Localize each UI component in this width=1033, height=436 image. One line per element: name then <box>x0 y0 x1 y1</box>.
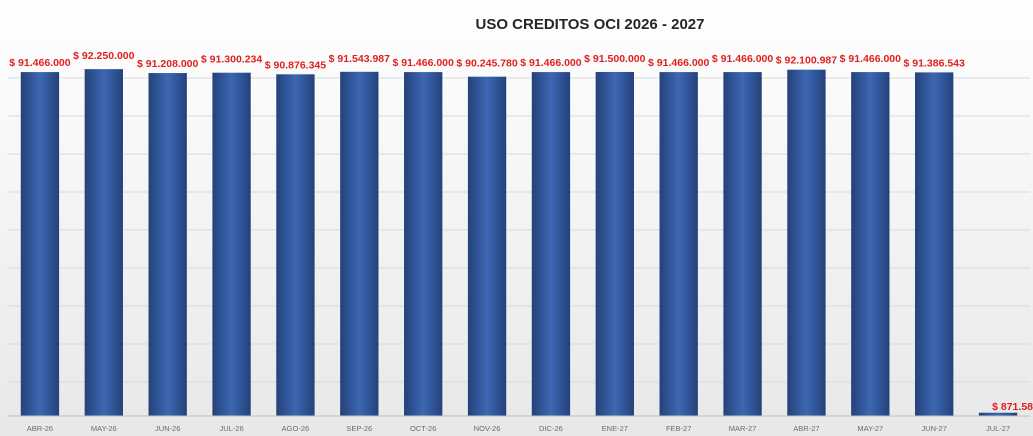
x-tick-label: JUN-27 <box>921 424 946 433</box>
bar <box>20 72 60 417</box>
bar <box>659 72 698 417</box>
x-tick-label: OCT-26 <box>410 424 436 433</box>
bar <box>595 71 634 417</box>
x-tick-label: AGO-26 <box>282 424 310 433</box>
bar-series <box>20 69 1018 417</box>
data-label: $ 90.245.780 <box>456 58 517 70</box>
x-tick-label: ABR-26 <box>27 424 53 433</box>
bar <box>978 412 1018 416</box>
data-label: $ 92.250.000 <box>73 50 134 62</box>
x-tick-label: FEB-27 <box>666 424 691 433</box>
data-label: $ 92.100.987 <box>776 55 837 67</box>
data-label: $ 91.543.987 <box>329 53 390 65</box>
x-tick-label: ABR-27 <box>793 424 819 433</box>
bar <box>915 72 954 416</box>
data-label: $ 91.466.000 <box>520 57 581 69</box>
x-tick-label: JUN-26 <box>155 424 180 433</box>
bar <box>340 71 379 416</box>
x-tick-label: MAY-27 <box>857 424 883 433</box>
bar <box>467 76 507 416</box>
bar <box>404 72 443 417</box>
bar <box>723 72 762 417</box>
data-label: $ 91.386.543 <box>904 57 965 69</box>
chart-title: USO CREDITOS OCI 2026 - 2027 <box>476 16 705 33</box>
bar <box>148 73 187 416</box>
x-tick-label: DIC-26 <box>539 424 563 433</box>
x-tick-label: JUL-26 <box>219 424 243 433</box>
bar <box>276 74 315 417</box>
data-label: $ 91.466.000 <box>9 57 70 69</box>
data-label: $ 91.500.000 <box>584 53 645 65</box>
data-label: $ 91.466.000 <box>393 57 454 69</box>
data-label: $ 91.208.000 <box>137 58 198 70</box>
x-tick-label: SEP-26 <box>346 424 372 433</box>
data-label: $ 91.466.000 <box>712 53 773 65</box>
data-label: $ 91.466.000 <box>840 53 901 65</box>
data-label: $ 871.58 <box>992 401 1033 413</box>
x-tick-label: JUL-27 <box>986 424 1010 433</box>
bar <box>212 72 251 416</box>
data-labels: $ 91.466.000$ 92.250.000$ 91.208.000 $ 91… <box>9 50 1033 413</box>
x-tick-label: MAY-26 <box>91 424 117 433</box>
data-label: $ 90.876.345 <box>265 59 326 71</box>
x-axis-ticks: ABR-26 MAY-26 JUN-26 JUL-26 AGO-26 SEP-26 OCT-… <box>27 424 1010 433</box>
bar <box>787 69 826 416</box>
bar <box>84 69 123 416</box>
x-tick-label: NOV-26 <box>474 424 501 433</box>
bar <box>851 72 890 417</box>
data-label: $ 91.300.234 <box>201 54 262 66</box>
x-tick-label: MAR-27 <box>729 424 757 433</box>
x-tick-label: ENE-27 <box>602 424 628 433</box>
data-label: $ 91.466.000 <box>648 57 709 69</box>
bar <box>531 72 571 417</box>
